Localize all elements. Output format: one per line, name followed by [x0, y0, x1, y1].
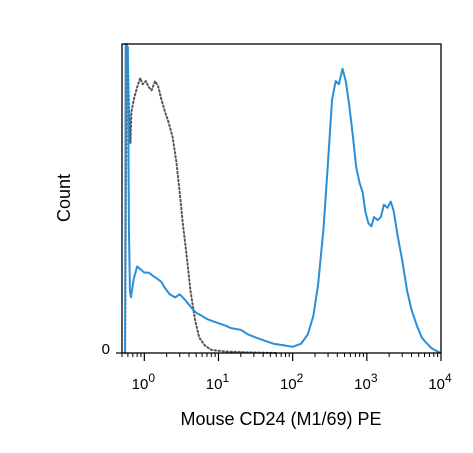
y-tick-label: 0 [102, 341, 110, 358]
x-axis-ticks: 100 101 102 103 104 [121, 353, 452, 393]
x-tick-label: 104 [428, 371, 452, 393]
y-axis-ticks: 0 [102, 341, 122, 358]
y-axis-label: Count [54, 174, 74, 222]
x-axis-label: Mouse CD24 (M1/69) PE [180, 409, 381, 429]
series-line-control-dotted [124, 43, 278, 354]
series-line-stained-solid [124, 43, 442, 354]
x-tick-label: 101 [206, 371, 230, 393]
x-tick-label: 100 [132, 371, 156, 393]
series-layer [124, 43, 442, 354]
x-tick-label: 102 [280, 371, 304, 393]
x-tick-label: 103 [354, 371, 378, 393]
